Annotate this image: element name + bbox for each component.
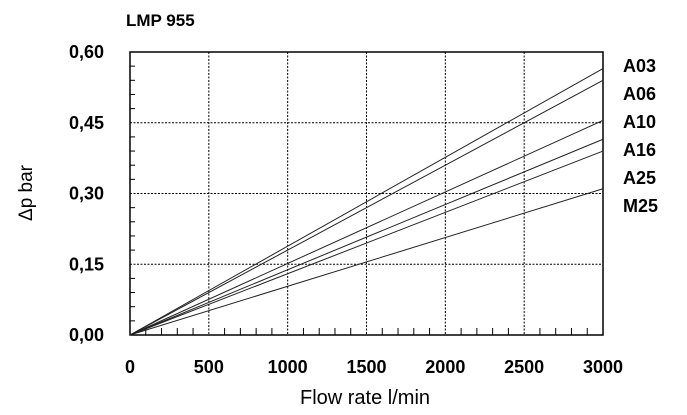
y-axis-label: Δp bar (16, 164, 37, 221)
series-line-a16 (129, 138, 604, 336)
x-tick-label: 1000 (268, 357, 308, 377)
y-tick-label: 0,15 (69, 254, 104, 274)
series-line-a06 (129, 79, 604, 336)
series-label: M25 (623, 196, 658, 216)
x-tick-label: 3000 (583, 357, 623, 377)
x-tick-label: 500 (194, 357, 224, 377)
x-tick-label: 2000 (425, 357, 465, 377)
series-lines (129, 68, 604, 336)
y-tick-label: 0,60 (69, 42, 104, 62)
grid (130, 52, 603, 335)
series-label: A10 (623, 112, 656, 132)
x-tick-label: 1500 (346, 357, 386, 377)
x-tick-label: 2500 (504, 357, 544, 377)
x-tick-label: 0 (125, 357, 135, 377)
y-tick-labels: 0,00 0,15 0,30 0,45 0,60 (69, 42, 104, 345)
minor-ticks (130, 65, 588, 335)
x-axis-label: Flow rate l/min (300, 387, 430, 409)
y-tick-label: 0,45 (69, 113, 104, 133)
plot-frame (129, 51, 604, 336)
x-tick-labels: 0 500 1000 1500 2000 2500 3000 (125, 357, 623, 377)
series-line-a10 (129, 119, 604, 336)
series-line-m25 (129, 188, 604, 336)
series-label: A25 (623, 168, 656, 188)
series-labels: A03 A06 A10 A16 A25 M25 (623, 56, 658, 216)
chart-title: LMP 955 (126, 11, 195, 30)
series-label: A16 (623, 140, 656, 160)
series-line-a03 (129, 68, 604, 336)
y-tick-label: 0,00 (69, 325, 104, 345)
series-line-a25 (129, 150, 604, 336)
series-label: A06 (623, 84, 656, 104)
y-tick-label: 0,30 (69, 184, 104, 204)
series-label: A03 (623, 56, 656, 76)
